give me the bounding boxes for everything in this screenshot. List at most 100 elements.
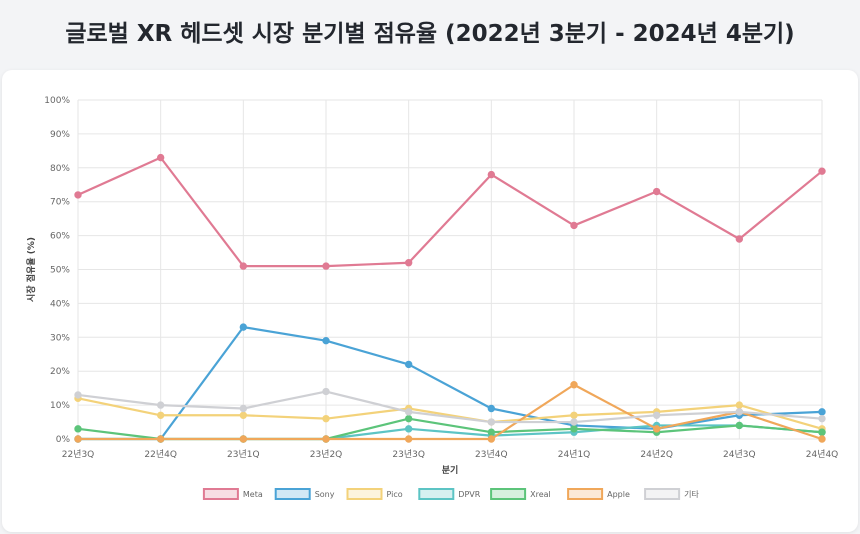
legend-item-Apple[interactable]: Apple xyxy=(567,488,630,500)
data-point[interactable] xyxy=(322,435,330,443)
series-group xyxy=(74,153,826,443)
page-title: 글로벌 XR 헤드셋 시장 분기별 점유율 (2022년 3분기 - 2024년… xyxy=(65,21,795,47)
chart-card: 0% 10% 20% 30% 40% 50% 60% 70% 80% 90% 100% 22년3Q 2… xyxy=(2,70,858,532)
series-Meta xyxy=(74,153,826,270)
legend-label: Sony xyxy=(315,490,335,499)
x-tick-label: 23년1Q xyxy=(227,449,260,460)
data-point[interactable] xyxy=(156,435,165,443)
data-point[interactable] xyxy=(735,408,744,416)
data-point[interactable] xyxy=(570,425,578,433)
y-tick-label: 80% xyxy=(50,164,70,174)
data-point[interactable] xyxy=(652,411,661,419)
legend-label: Apple xyxy=(607,490,630,499)
data-point[interactable] xyxy=(74,191,82,199)
legend-label: Xreal xyxy=(530,490,551,499)
legend-item-Pico[interactable]: Pico xyxy=(346,488,403,500)
y-axis-ticks: 0% 10% 20% 30% 40% 50% 60% 70% 80% 90% 100% xyxy=(44,96,70,445)
x-tick-label: 24년4Q xyxy=(806,449,839,460)
legend-swatch xyxy=(202,488,239,500)
y-tick-label: 70% xyxy=(50,198,70,208)
x-tick-label: 22년4Q xyxy=(144,449,177,460)
legend-swatch xyxy=(346,488,383,500)
data-point[interactable] xyxy=(818,428,826,436)
y-axis-title: 시장 점유율 (%) xyxy=(25,237,37,302)
data-point[interactable] xyxy=(735,401,744,409)
data-point[interactable] xyxy=(322,414,330,423)
data-point[interactable] xyxy=(735,421,744,430)
y-tick-label: 10% xyxy=(50,401,70,411)
data-point[interactable] xyxy=(404,435,413,443)
series-line xyxy=(77,390,823,424)
legend-item-Meta[interactable]: Meta xyxy=(202,488,263,500)
data-point[interactable] xyxy=(74,435,82,443)
series-line xyxy=(77,397,823,430)
data-point[interactable] xyxy=(818,414,826,423)
legend-swatch xyxy=(418,488,455,500)
data-point[interactable] xyxy=(239,323,248,331)
x-axis-title: 분기 xyxy=(442,464,459,476)
y-tick-label: 60% xyxy=(50,232,70,242)
x-tick-label: 23년2Q xyxy=(310,449,343,460)
legend-swatch xyxy=(274,488,311,500)
series-line xyxy=(77,417,823,441)
series-line xyxy=(77,156,823,268)
data-point[interactable] xyxy=(156,411,165,419)
data-point[interactable] xyxy=(818,167,826,175)
y-tick-label: 50% xyxy=(50,266,70,276)
series-line xyxy=(78,326,823,441)
x-tick-label: 24년1Q xyxy=(558,449,591,460)
legend-item-기타[interactable]: 기타 xyxy=(644,488,699,500)
data-point[interactable] xyxy=(74,391,82,399)
legend-item-Xreal[interactable]: Xreal xyxy=(490,488,551,500)
x-tick-label: 22년3Q xyxy=(62,449,95,460)
data-point[interactable] xyxy=(818,435,826,443)
x-tick-label: 23년3Q xyxy=(392,449,425,460)
data-point[interactable] xyxy=(570,381,578,389)
data-point[interactable] xyxy=(570,411,578,419)
data-point[interactable] xyxy=(74,425,82,433)
x-tick-label: 24년3Q xyxy=(723,449,756,460)
legend-label: 기타 xyxy=(684,490,699,499)
legend: Meta Sony Pico DPVR Xreal Apple 기타 xyxy=(202,488,699,500)
legend-item-Sony[interactable]: Sony xyxy=(274,488,335,500)
legend-swatch xyxy=(567,488,604,500)
grid-lines xyxy=(77,99,823,440)
data-point[interactable] xyxy=(570,418,578,426)
data-point[interactable] xyxy=(652,425,661,433)
x-tick-label: 24년2Q xyxy=(640,449,673,460)
data-point[interactable] xyxy=(487,404,496,413)
y-tick-label: 0% xyxy=(56,435,71,445)
series-기타 xyxy=(74,387,826,426)
data-point[interactable] xyxy=(239,262,248,270)
y-tick-label: 30% xyxy=(50,333,70,343)
data-point[interactable] xyxy=(239,404,248,413)
data-point[interactable] xyxy=(487,418,496,426)
data-point[interactable] xyxy=(487,428,496,436)
data-point[interactable] xyxy=(487,170,496,179)
data-point[interactable] xyxy=(322,336,330,345)
series-line xyxy=(78,383,823,441)
data-point[interactable] xyxy=(239,411,248,419)
y-tick-label: 90% xyxy=(50,130,70,140)
data-point[interactable] xyxy=(156,401,165,409)
data-point[interactable] xyxy=(239,435,248,443)
data-point[interactable] xyxy=(404,414,413,423)
y-tick-label: 20% xyxy=(50,367,70,377)
data-point[interactable] xyxy=(322,387,330,396)
data-point[interactable] xyxy=(487,435,496,443)
line-chart: 0%10%20%30%40%50%60%70%80%90%100% 22년3Q 2… xyxy=(25,96,839,500)
legend-item-DPVR[interactable]: DPVR xyxy=(418,488,481,500)
x-axis-ticks: 22년3Q 22년4Q 23년1Q 23년2Q 23년3Q 23년4Q 24년1Q 24년2Q… xyxy=(62,449,839,460)
data-point[interactable] xyxy=(404,408,413,416)
x-tick-label: 23년4Q xyxy=(475,449,508,460)
data-point[interactable] xyxy=(156,153,165,162)
data-point[interactable] xyxy=(404,259,413,267)
data-point[interactable] xyxy=(322,262,330,270)
data-point[interactable] xyxy=(818,408,826,416)
data-point[interactable] xyxy=(404,360,413,369)
legend-swatch xyxy=(490,488,527,500)
data-point[interactable] xyxy=(404,425,413,433)
data-point[interactable] xyxy=(652,187,661,196)
data-point[interactable] xyxy=(570,221,578,230)
data-point[interactable] xyxy=(735,235,744,243)
